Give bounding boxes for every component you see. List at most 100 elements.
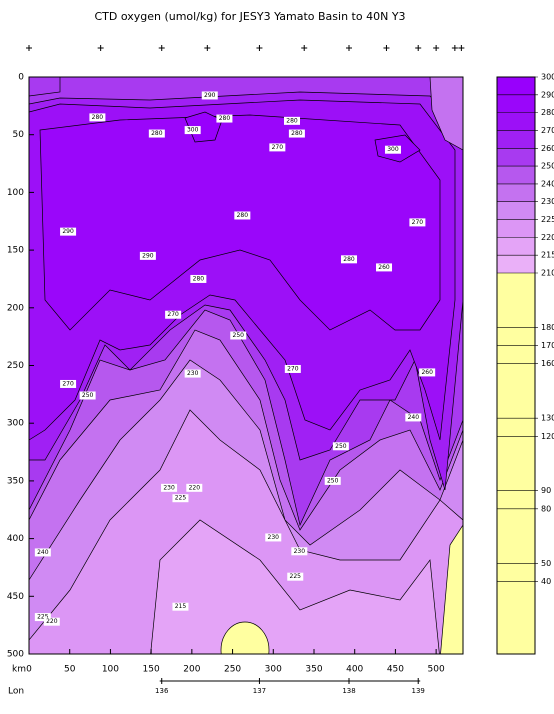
contour-label: 280: [237, 212, 249, 219]
contour-region: [220, 621, 270, 654]
contour-label: 250: [82, 392, 94, 399]
contour-label: 260: [421, 369, 433, 376]
colorbar-tick-label: 80: [541, 504, 551, 513]
contour-label-box: [60, 227, 77, 236]
contour-label: 280: [92, 114, 104, 121]
contour-region: [184, 111, 223, 143]
contour-label-box: [230, 331, 247, 340]
contour-label-box: [291, 547, 308, 556]
contour-label-box: [43, 617, 60, 626]
y-tick-label: 500: [7, 650, 24, 660]
contour-region: [29, 77, 61, 97]
contour-label-box: [341, 255, 358, 264]
contour-label-box: [419, 368, 436, 377]
station-marker: [97, 45, 104, 51]
x-tick-label: 350: [305, 665, 322, 675]
contour-label: 225: [175, 495, 187, 502]
contour-region: [39, 114, 441, 331]
colorbar-tick-label: 280: [541, 108, 554, 117]
contour-label-box: [165, 310, 182, 319]
contour-label: 260: [378, 264, 390, 271]
x-tick-label: 0: [26, 665, 32, 675]
contour-label: 270: [62, 380, 74, 387]
colorbar-tick-label: 120: [541, 432, 554, 441]
contour-label-box: [288, 129, 305, 138]
x-tick-label: 50: [64, 665, 76, 675]
x-tick-label: 450: [387, 665, 404, 675]
colorbar-band: [497, 94, 535, 113]
contour-label-box: [172, 602, 189, 611]
contour-label-box: [139, 251, 156, 260]
contour-label: 250: [327, 477, 339, 484]
contour-label: 250: [233, 332, 245, 339]
contour-label: 290: [62, 228, 74, 235]
y-tick-label: 50: [13, 130, 25, 140]
contour-label: 220: [189, 484, 201, 491]
x-tick-label: 300: [265, 665, 282, 675]
colorbar-band: [497, 255, 535, 273]
contour-fill: [29, 77, 463, 654]
colorbar-tick-label: 250: [541, 162, 554, 171]
x-tick-label: 500: [428, 665, 445, 675]
contour-label: 225: [37, 614, 49, 621]
colorbar-tick-label: 300: [541, 73, 554, 82]
colorbar-tick-label: 40: [541, 577, 551, 586]
y-tick-label: 300: [7, 419, 24, 429]
x2-axis-label: Lon: [8, 687, 24, 697]
colorbar-band: [497, 112, 535, 131]
colorbar-tick-label: 260: [541, 144, 554, 153]
contour-label-box: [284, 364, 301, 373]
contour-label: 280: [343, 256, 355, 263]
x2-tick-label: 136: [155, 687, 169, 695]
contour-label: 280: [151, 130, 163, 137]
contour-region: [440, 524, 463, 654]
station-marker: [256, 45, 263, 51]
colorbar-band: [497, 237, 535, 256]
x-tick-label: 100: [102, 665, 119, 675]
station-marker: [433, 45, 440, 51]
contour-label: 290: [142, 252, 154, 259]
y-tick-label: 400: [7, 534, 24, 544]
colorbar-tick-label: 270: [541, 126, 554, 135]
colorbar-tick-label: 230: [541, 197, 554, 206]
colorbar-band: [497, 201, 535, 220]
colorbar-tick-label: 215: [541, 251, 554, 260]
contour-label: 250: [335, 443, 347, 450]
station-marker: [415, 45, 422, 51]
station-marker: [158, 45, 165, 51]
station-marker: [204, 45, 211, 51]
contour-label: 215: [175, 603, 187, 610]
contour-label: 225: [290, 573, 302, 580]
contour-label: 280: [193, 275, 205, 282]
colorbar-tick-label: 225: [541, 215, 554, 224]
contour-label: 220: [46, 618, 58, 625]
y-tick-label: 0: [18, 73, 24, 83]
y-tick-label: 150: [7, 246, 24, 256]
contour-label: 300: [187, 127, 199, 134]
colorbar-tick-label: 50: [541, 559, 551, 568]
colorbar-band: [497, 130, 535, 149]
contour-label: 230: [187, 370, 199, 377]
y-tick-label: 250: [7, 361, 24, 371]
station-marker: [383, 45, 390, 51]
y-tick-label: 200: [7, 303, 24, 313]
contour-label: 290: [204, 92, 216, 99]
colorbar-band: [497, 183, 535, 202]
contour-label-box: [79, 391, 96, 400]
contour-label: 270: [412, 219, 424, 226]
contour-label-box: [234, 211, 251, 220]
contour-label-box: [186, 483, 203, 492]
x-tick-label: 400: [346, 665, 363, 675]
contour-label-box: [287, 572, 304, 581]
contour-label: 280: [291, 130, 303, 137]
contour-label-box: [269, 143, 286, 152]
contour-label-box: [60, 379, 77, 388]
contour-label-box: [216, 114, 233, 123]
x-tick-label: 150: [143, 665, 160, 675]
x-tick-label: 250: [224, 665, 241, 675]
colorbar-band: [497, 166, 535, 184]
colorbar-tick-label: 290: [541, 90, 554, 99]
x-tick-label: 200: [183, 665, 200, 675]
colorbar-tick-label: 90: [541, 486, 551, 495]
